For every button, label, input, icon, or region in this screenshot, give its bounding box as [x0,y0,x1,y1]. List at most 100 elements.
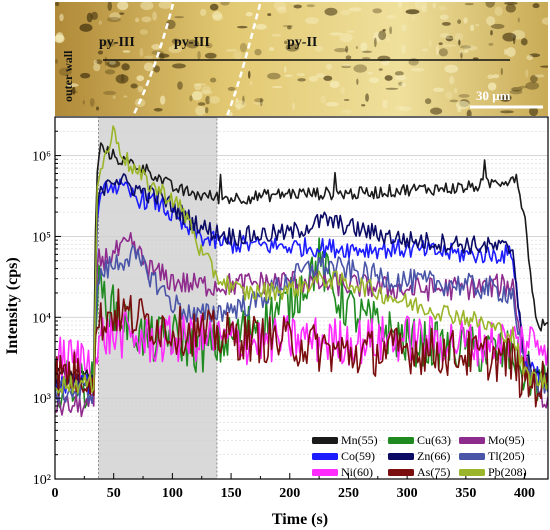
texture-spot [438,48,448,57]
texture-spot [506,47,516,57]
texture-spot [272,85,283,89]
legend-swatch [312,453,338,460]
texture-spot [320,95,326,104]
texture-spot [168,45,182,53]
texture-spot [102,40,116,47]
x-tick-label: 350 [455,486,476,501]
texture-spot [255,23,267,30]
texture-spot [112,95,116,99]
texture-spot [490,23,505,29]
texture-spot [227,86,236,91]
y-tick-label: 10⁴ [32,311,51,326]
texture-spot [385,87,399,90]
texture-spot [482,95,487,102]
texture-spot [520,38,528,46]
texture-spot [172,63,186,69]
texture-spot [361,104,366,107]
texture-spot [445,91,453,100]
texture-spot [137,85,144,93]
texture-spot [201,85,211,94]
texture-spot [333,47,348,53]
texture-spot [159,95,166,105]
texture-spot [134,17,140,23]
texture-spot [305,17,319,25]
texture-spot [136,75,145,82]
texture-spot [394,71,404,76]
label-py-iii-inner: py-III [174,35,210,50]
texture-spot [106,60,121,68]
texture-spot [249,81,253,86]
legend-swatch [388,469,414,476]
texture-spot [410,67,425,72]
texture-spot [104,56,108,67]
legend-swatch [459,469,485,476]
legend-swatch [312,469,338,476]
texture-spot [449,99,459,103]
texture-spot [191,90,203,101]
texture-spot [386,37,390,42]
legend-label: Ni(60) [341,465,373,479]
texture-spot [239,42,247,53]
texture-spot [439,14,449,20]
texture-spot [268,47,275,52]
texture-spot [382,99,388,109]
zone-boundary-2 [225,3,262,116]
texture-spot [143,55,154,59]
texture-spot [80,72,91,79]
texture-spot [225,48,238,52]
texture-spot [412,15,415,20]
texture-spot [117,2,129,11]
texture-spot [197,50,201,60]
texture-spot [289,2,300,5]
texture-spot [475,23,480,27]
texture-spot [341,109,353,114]
legend-label: Zn(66) [417,449,450,463]
texture-spot [152,11,157,21]
texture-spot [143,62,154,72]
texture-spot [104,69,116,75]
texture-spot [267,72,281,80]
texture-spot [139,29,148,35]
texture-spot [526,54,534,61]
texture-spot [458,93,470,98]
texture-spot [445,37,455,40]
series-line [55,173,548,395]
texture-spot [466,109,472,116]
texture-spot [93,63,101,72]
x-tick-label: 100 [162,486,183,501]
texture-spot [401,82,406,88]
label-py-iii-outer: py-III [99,35,135,50]
texture-spot [457,19,462,24]
x-tick-label: 400 [514,486,535,501]
texture-spot [436,45,439,56]
texture-spot [438,6,447,11]
texture-spot [378,68,383,71]
texture-spot [55,32,64,43]
texture-spot [505,3,516,13]
shaded-region [98,116,218,480]
texture-spot [455,101,470,110]
texture-spot [98,20,102,25]
x-axis-label: Time (s) [272,511,328,528]
texture-spot [259,97,263,107]
texture-spot [355,46,359,49]
texture-spot [153,65,160,73]
texture-spot [502,32,517,42]
texture-spot [284,66,287,73]
zone-boundary-1 [131,3,175,116]
texture-spot [405,9,420,15]
texture-spot [153,107,163,112]
texture-spot [233,51,243,60]
texture-spot [464,49,469,53]
texture-spot [195,105,206,116]
texture-spot [511,87,523,92]
texture-spot [95,59,103,65]
texture-spot [174,16,185,19]
texture-spot [361,57,371,60]
texture-spot [284,74,293,77]
texture-spot [194,83,202,91]
texture-spot [494,6,503,17]
texture-spot [384,75,393,81]
texture-spot [123,95,128,98]
legend-swatch [459,437,485,444]
